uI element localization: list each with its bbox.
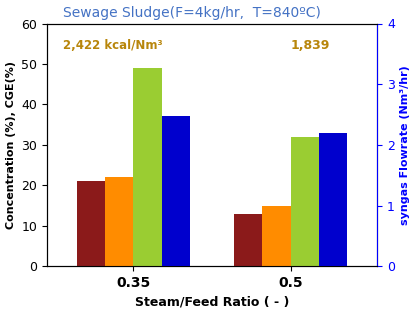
Bar (134, 68, 162, 266)
Text: 2,422 kcal/Nm³: 2,422 kcal/Nm³ (62, 39, 162, 52)
Bar (262, 205, 291, 266)
Bar (162, 116, 190, 266)
Text: 1,839: 1,839 (291, 39, 330, 52)
Bar (234, 214, 262, 266)
Y-axis label: Concentration (%), CGE(%): Concentration (%), CGE(%) (5, 61, 15, 229)
Bar (291, 137, 319, 266)
X-axis label: Steam/Feed Ratio ( - ): Steam/Feed Ratio ( - ) (135, 295, 289, 308)
Bar (319, 133, 347, 266)
Y-axis label: syngas Flowrate (Nm³/hr): syngas Flowrate (Nm³/hr) (401, 65, 411, 225)
Bar (77, 181, 105, 266)
Bar (105, 177, 134, 266)
Text: Sewage Sludge(F=4kg/hr,  T=840ºC): Sewage Sludge(F=4kg/hr, T=840ºC) (63, 6, 321, 19)
